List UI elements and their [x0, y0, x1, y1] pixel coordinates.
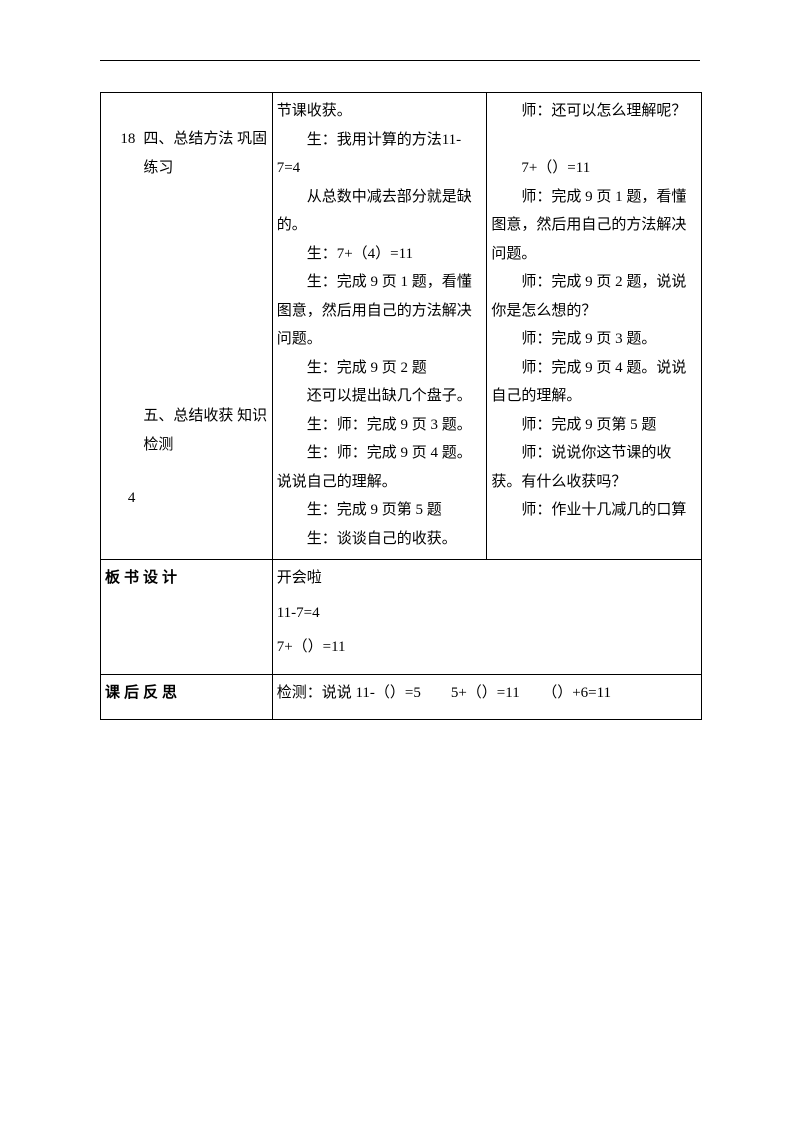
student-line: 节课收获。 [277, 97, 483, 126]
board-design-content: 开会啦 11-7=4 7+（）=11 [272, 560, 701, 675]
teacher-activity-column: 师：还可以怎么理解呢？ 7+（）=11 师：完成 9 页 1 题，看懂图意，然后… [487, 93, 702, 560]
page: 18 4 四、总结方法 巩固练习 五、总结收获 知识检测 节课收获。 生：我用计… [0, 0, 800, 1132]
student-activity-column: 节课收获。 生：我用计算的方法11-7=4 从总数中减去部分就是缺的。 生：7+… [272, 93, 487, 560]
teacher-line: 师：完成 9 页 2 题，说说你是怎么想的？ [491, 268, 697, 325]
section-title-4: 四、总结方法 巩固练习 [143, 125, 267, 182]
teacher-line: 7+（）=11 [491, 154, 697, 183]
table-row-reflection: 课后反思 检测：说说 11-（）=5 5+（）=11 （）+6=11 [101, 674, 702, 720]
teacher-line: 师：完成 9 页第 5 题 [491, 411, 697, 440]
student-line: 生：师：完成 9 页 3 题。 [277, 411, 483, 440]
student-line: 生：我用计算的方法11-7=4 [277, 126, 483, 183]
reflection-line: 检测：说说 11-（）=5 5+（）=11 （）+6=11 [277, 679, 697, 708]
header-rule [100, 60, 700, 61]
teacher-line: 师：说说你这节课的收获。有什么收获吗？ [491, 439, 697, 496]
student-line: 生：完成 9 页第 5 题 [277, 496, 483, 525]
reflection-label: 课后反思 [101, 674, 273, 720]
lesson-plan-table: 18 4 四、总结方法 巩固练习 五、总结收获 知识检测 节课收获。 生：我用计… [100, 92, 702, 720]
teacher-line: 师：完成 9 页 1 题，看懂图意，然后用自己的方法解决问题。 [491, 183, 697, 269]
section-title-5: 五、总结收获 知识检测 [143, 402, 267, 459]
student-line: 生：谈谈自己的收获。 [277, 525, 483, 554]
time-column: 18 4 [101, 93, 140, 560]
reflection-label-text: 课后反思 [105, 685, 181, 701]
teacher-line: 师：完成 9 页 3 题。 [491, 325, 697, 354]
teacher-line: 师：完成 9 页 4 题。说说自己的理解。 [491, 354, 697, 411]
student-line: 生：完成 9 页 2 题 [277, 354, 483, 383]
teacher-line: 师：还可以怎么理解呢？ [491, 97, 697, 126]
teacher-line: 师：作业十几减几的口算 [491, 496, 697, 525]
student-line: 生：完成 9 页 1 题，看懂图意，然后用自己的方法解决问题。 [277, 268, 483, 354]
teacher-blank [491, 126, 697, 155]
time-value-1: 18 [105, 97, 135, 154]
student-line: 生：师：完成 9 页 4 题。说说自己的理解。 [277, 439, 483, 496]
time-value-2: 4 [105, 484, 135, 513]
table-row-board-design: 板书设计 开会啦 11-7=4 7+（）=11 [101, 560, 702, 675]
board-design-label: 板书设计 [101, 560, 273, 675]
reflection-content: 检测：说说 11-（）=5 5+（）=11 （）+6=11 [272, 674, 701, 720]
student-line: 还可以提出缺几个盘子。 [277, 382, 483, 411]
section-column: 四、总结方法 巩固练习 五、总结收获 知识检测 [139, 93, 272, 560]
board-design-label-text: 板书设计 [105, 570, 181, 586]
board-line: 11-7=4 [277, 599, 697, 628]
board-line: 7+（）=11 [277, 633, 697, 662]
board-line: 开会啦 [277, 564, 697, 593]
table-row-main: 18 4 四、总结方法 巩固练习 五、总结收获 知识检测 节课收获。 生：我用计… [101, 93, 702, 560]
student-line: 从总数中减去部分就是缺的。 [277, 183, 483, 240]
student-line: 生：7+（4）=11 [277, 240, 483, 269]
